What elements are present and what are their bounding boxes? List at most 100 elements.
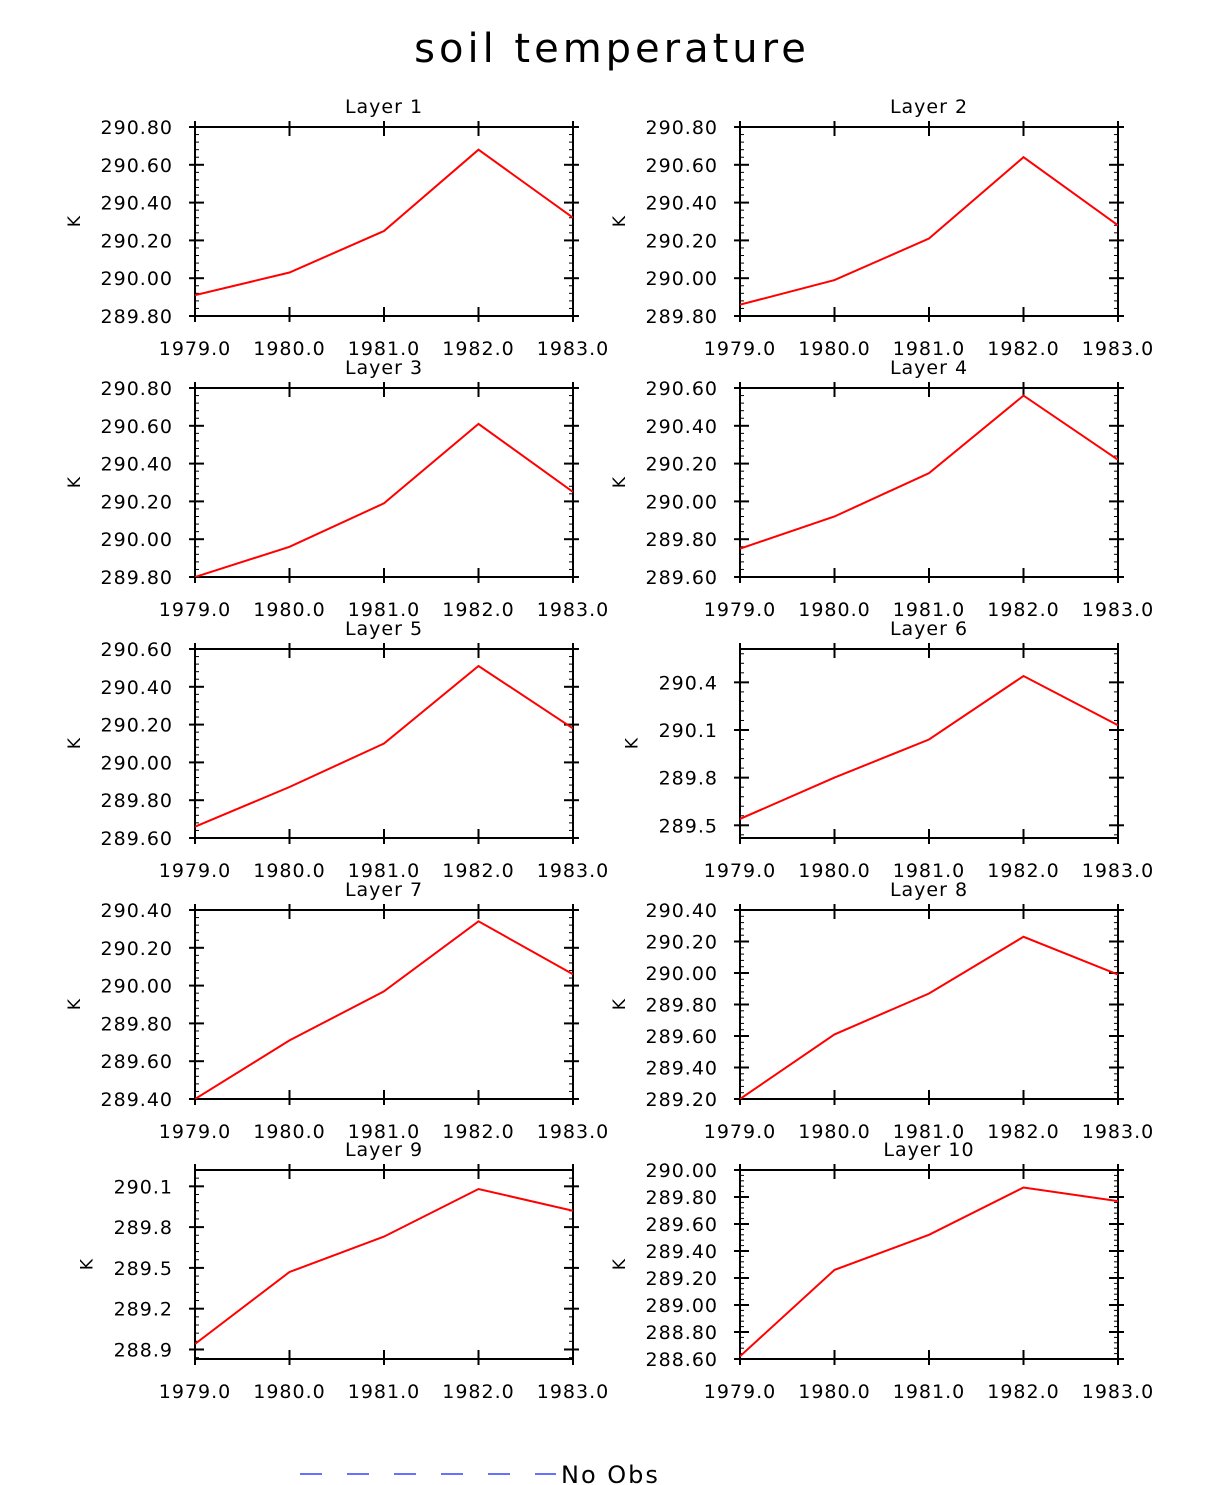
plot-frame — [739, 1169, 1119, 1360]
y-tick-label: 289.40 — [646, 1058, 718, 1080]
x-tick-label: 1983.0 — [537, 599, 609, 621]
y-tick-label: 290.40 — [646, 900, 718, 922]
x-tick-label: 1983.0 — [1082, 1381, 1154, 1403]
y-tick-label: 289.80 — [101, 790, 173, 812]
y-axis-label: K — [65, 476, 85, 488]
panel-title: Layer 6 — [890, 618, 968, 640]
data-line-layer-6 — [740, 674, 1118, 820]
y-tick-label: 290.00 — [646, 963, 718, 985]
y-axis-label: K — [65, 215, 85, 227]
plot-frame — [739, 126, 1119, 317]
y-tick-label: 288.9 — [114, 1339, 173, 1361]
y-tick-label: 290.40 — [101, 193, 173, 215]
y-tick-label: 290.00 — [646, 268, 718, 290]
data-line-layer-8 — [740, 935, 1118, 1099]
y-tick-label: 288.80 — [646, 1322, 718, 1344]
panel-title: Layer 5 — [345, 618, 423, 640]
y-tick-label: 289.60 — [646, 1026, 718, 1048]
x-tick-label: 1981.0 — [893, 338, 965, 360]
panel-title: Layer 9 — [345, 1139, 423, 1161]
x-tick-label: 1979.0 — [704, 338, 776, 360]
y-tick-label: 290.80 — [101, 378, 173, 400]
x-tick-label: 1980.0 — [798, 338, 870, 360]
plot-frame — [739, 909, 1119, 1100]
x-tick-label: 1980.0 — [798, 599, 870, 621]
chart-panel-layer-6: Layer 6 1979.0 1980.0 1981.0 1982.0 1983.0 289… — [623, 618, 1154, 882]
x-tick-label: 1979.0 — [159, 860, 231, 882]
y-axis-label: K — [623, 737, 643, 749]
x-tick-label: 1981.0 — [893, 1381, 965, 1403]
y-axis-label: K — [610, 476, 630, 488]
data-line-layer-1 — [195, 148, 573, 297]
y-tick-label: 289.80 — [646, 529, 718, 551]
y-tick-label: 290.20 — [646, 932, 718, 954]
chart-panel-layer-4: Layer 4 1979.0 1980.0 1981.0 1982.0 1983.0 289… — [610, 357, 1153, 621]
y-tick-label: 290.80 — [646, 117, 718, 139]
panel-title: Layer 8 — [890, 879, 968, 901]
x-tick-label: 1980.0 — [798, 1121, 870, 1143]
y-tick-label: 289.80 — [646, 306, 718, 328]
y-tick-label: 290.60 — [646, 378, 718, 400]
x-tick-label: 1982.0 — [987, 1121, 1059, 1143]
data-line-layer-4 — [740, 394, 1118, 550]
y-tick-label: 290.20 — [101, 230, 173, 252]
y-tick-label: 290.60 — [101, 155, 173, 177]
x-tick-label: 1980.0 — [798, 860, 870, 882]
x-tick-label: 1980.0 — [253, 338, 325, 360]
y-tick-label: 290.20 — [646, 230, 718, 252]
chart-panel-layer-8: Layer 8 1979.0 1980.0 1981.0 1982.0 1983.0 289… — [610, 879, 1154, 1143]
panel-title: Layer 10 — [883, 1139, 974, 1161]
x-tick-label: 1979.0 — [159, 338, 231, 360]
legend-label-no-obs: No Obs — [561, 1461, 660, 1485]
x-tick-label: 1982.0 — [442, 1121, 514, 1143]
x-tick-label: 1981.0 — [348, 1381, 420, 1403]
chart-panel-layer-9: Layer 9 1979.0 1980.0 1981.0 1982.0 1983.0 288… — [78, 1139, 609, 1403]
y-tick-label: 290.00 — [646, 491, 718, 513]
x-tick-label: 1981.0 — [893, 1121, 965, 1143]
y-tick-label: 289.40 — [646, 1241, 718, 1263]
x-tick-label: 1983.0 — [537, 1381, 609, 1403]
y-tick-label: 290.80 — [101, 117, 173, 139]
plot-frame — [194, 387, 574, 578]
y-tick-label: 290.20 — [101, 491, 173, 513]
panel-title: Layer 4 — [890, 357, 968, 379]
chart-panel-layer-5: Layer 5 1979.0 1980.0 1981.0 1982.0 1983.0 289… — [65, 618, 608, 882]
chart-panel-layer-3: Layer 3 1979.0 1980.0 1981.0 1982.0 1983.0 289… — [65, 357, 609, 621]
x-tick-label: 1982.0 — [442, 860, 514, 882]
plot-frame — [194, 909, 574, 1100]
x-tick-label: 1981.0 — [893, 599, 965, 621]
x-tick-label: 1980.0 — [253, 1121, 325, 1143]
x-tick-label: 1983.0 — [1082, 1121, 1154, 1143]
chart-panel-layer-7: Layer 7 1979.0 1980.0 1981.0 1982.0 1983.0 289… — [65, 879, 608, 1143]
data-line-layer-10 — [740, 1186, 1118, 1358]
y-tick-label: 289.8 — [114, 1217, 173, 1239]
panel-title: Layer 3 — [345, 357, 423, 379]
y-axis-label: K — [78, 1258, 98, 1270]
y-tick-label: 290.00 — [101, 752, 173, 774]
y-tick-label: 290.60 — [101, 416, 173, 438]
figure-title: soil temperature — [414, 26, 810, 72]
x-tick-label: 1980.0 — [798, 1381, 870, 1403]
y-tick-label: 289.60 — [646, 567, 718, 589]
y-tick-label: 290.00 — [101, 976, 173, 998]
x-tick-label: 1979.0 — [704, 1381, 776, 1403]
y-tick-label: 290.60 — [101, 639, 173, 661]
x-tick-label: 1981.0 — [893, 860, 965, 882]
x-tick-label: 1982.0 — [987, 599, 1059, 621]
y-tick-label: 290.60 — [646, 155, 718, 177]
x-tick-label: 1980.0 — [253, 860, 325, 882]
y-tick-label: 290.40 — [646, 416, 718, 438]
y-tick-label: 290.40 — [101, 900, 173, 922]
data-line-layer-5 — [195, 664, 573, 828]
x-tick-label: 1979.0 — [159, 1121, 231, 1143]
y-tick-label: 289.8 — [659, 768, 718, 790]
x-tick-label: 1983.0 — [537, 338, 609, 360]
chart-panel-layer-2: Layer 2 1979.0 1980.0 1981.0 1982.0 1983.0 289… — [610, 96, 1154, 360]
y-tick-label: 289.20 — [646, 1268, 718, 1290]
y-tick-label: 290.1 — [114, 1176, 173, 1198]
x-tick-label: 1983.0 — [1082, 338, 1154, 360]
y-tick-label: 289.20 — [646, 1089, 718, 1111]
x-tick-label: 1979.0 — [159, 599, 231, 621]
y-tick-label: 289.00 — [646, 1295, 718, 1317]
